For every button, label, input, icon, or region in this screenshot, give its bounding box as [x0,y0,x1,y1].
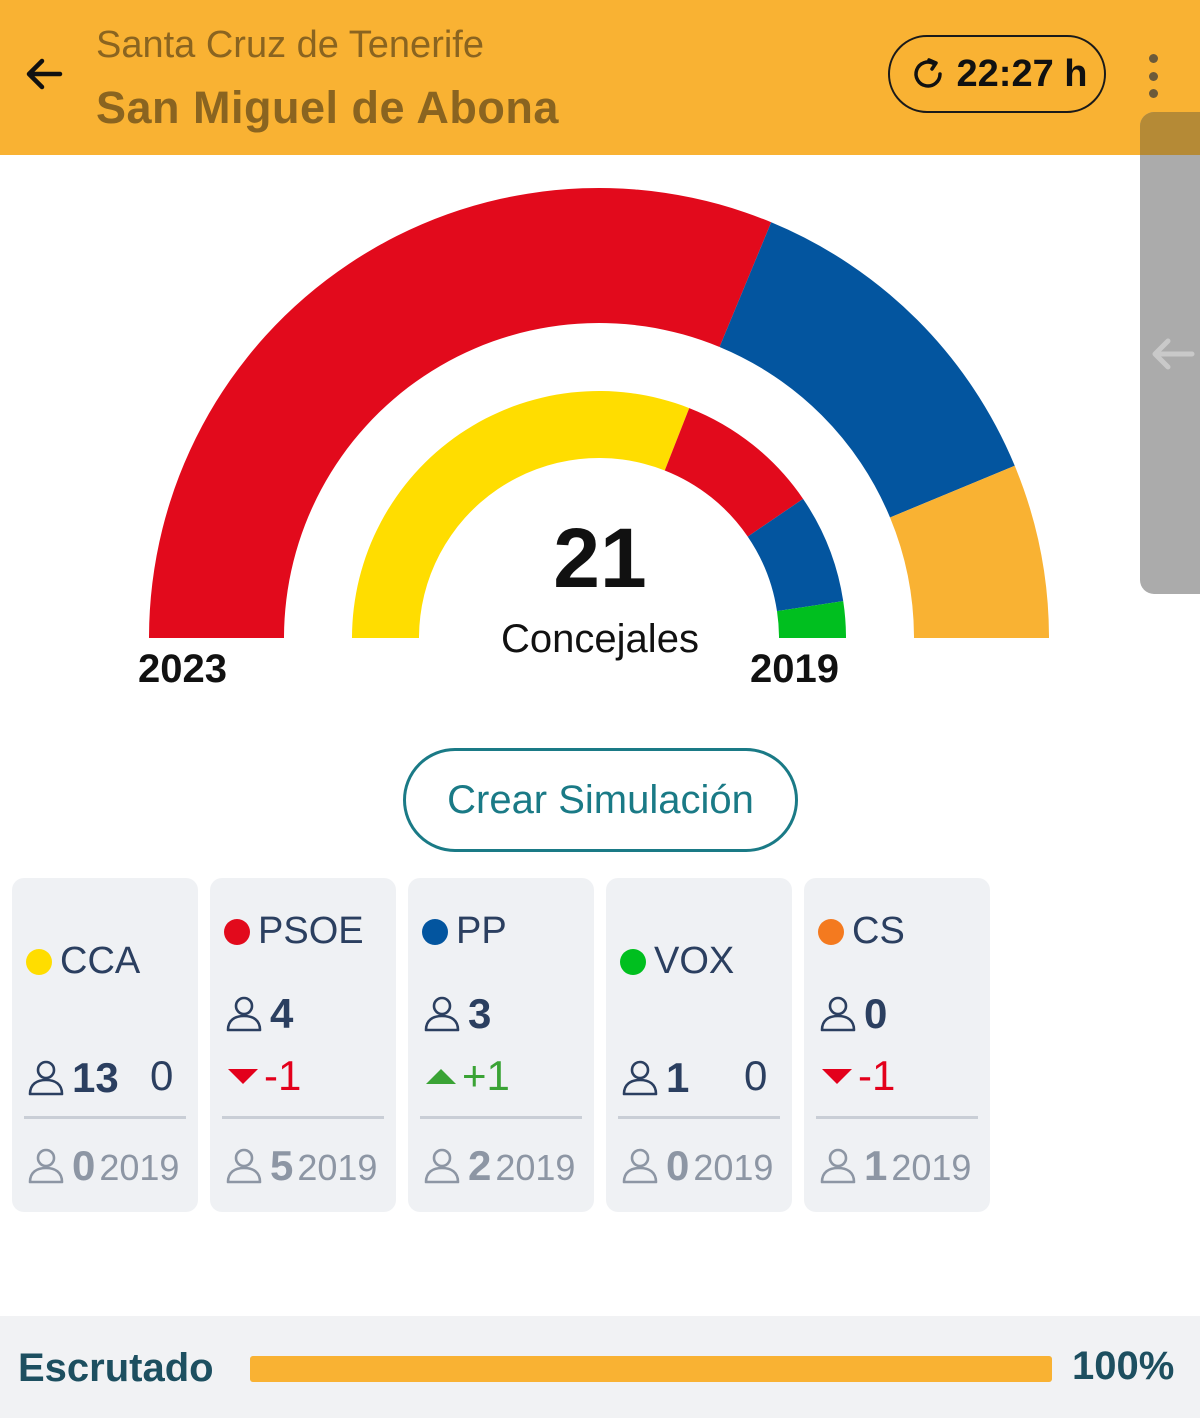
previous-seats: 1 2019 [818,1142,971,1190]
seat-change: 0 [150,1052,174,1099]
party-color-dot [818,918,844,945]
previous-seat-count: 1 [864,1142,888,1189]
seat-change: 0 [744,1052,768,1099]
total-seats: 21 [553,511,647,605]
party-name: VOX [620,940,734,983]
seat-change: +1 [426,1052,510,1100]
seat-count: 3 [468,990,492,1037]
seat-count: 13 [72,1054,119,1101]
hemicycle-slice-2019-vox [776,601,846,638]
person-icon [820,1148,856,1184]
seat-change: -1 [228,1052,301,1100]
person-icon [424,996,460,1032]
party-card-cca[interactable]: CCA 13 0 0 2019 [12,878,198,1212]
party-card-pp[interactable]: PP 3 +1 2 2019 [408,878,594,1212]
card-divider [618,1116,780,1119]
scrutiny-progress-bar [250,1356,1052,1382]
person-icon [226,996,262,1032]
person-icon [424,1148,460,1184]
current-seats: 1 [620,1054,689,1102]
scrutiny-percent: 100% [1072,1344,1175,1388]
current-seats: 0 [818,990,887,1038]
triangle-down-icon [822,1069,852,1084]
seat-count: 1 [666,1054,690,1101]
card-divider [420,1116,582,1119]
party-name: CCA [26,940,140,983]
party-color-dot [26,948,52,975]
party-name: PP [422,910,507,953]
outer-ring-year: 2023 [138,647,227,691]
previous-year: 2019 [99,1147,180,1188]
inner-ring-year: 2019 [750,647,839,691]
party-card-vox[interactable]: VOX 1 0 0 2019 [606,878,792,1212]
side-drawer-tab[interactable] [1140,112,1200,594]
current-seats: 13 [26,1054,119,1102]
refresh-button[interactable]: 22:27 h [888,35,1106,113]
card-divider [816,1116,978,1119]
scrutiny-progress-fill [250,1356,1052,1382]
province-name: Santa Cruz de Tenerife [96,24,484,66]
previous-seat-count: 2 [468,1142,492,1189]
party-card-cs[interactable]: CS 0 -1 1 2019 [804,878,990,1212]
seats-chart: 21 Concejales 2023 2019 [0,160,1200,720]
previous-seat-count: 0 [72,1142,96,1189]
triangle-up-icon [426,1069,456,1084]
previous-year: 2019 [297,1147,378,1188]
person-icon [28,1060,64,1096]
previous-seats: 0 2019 [26,1142,179,1190]
arrow-left-icon [26,58,63,90]
previous-seats: 0 2019 [620,1142,773,1190]
hemicycle-slice-2023-psoe [149,188,772,639]
refresh-time: 22:27 h [956,52,1088,95]
scrutiny-footer: Escrutado 100% [0,1316,1200,1418]
person-icon [622,1060,658,1096]
party-color-dot [620,948,646,975]
current-seats: 4 [224,990,293,1038]
previous-seat-count: 0 [666,1142,690,1189]
seat-change: -1 [822,1052,895,1100]
hemicycle-slice-2023-cs [890,465,1049,638]
refresh-icon [913,58,942,88]
previous-seats: 2 2019 [422,1142,575,1190]
card-divider [222,1116,384,1119]
previous-year: 2019 [495,1147,576,1188]
arrow-left-icon [1152,338,1195,370]
person-icon [820,996,856,1032]
party-color-dot [422,918,448,945]
hemicycle-slice-2019-pp [747,498,844,612]
previous-seats: 5 2019 [224,1142,377,1190]
card-divider [24,1116,186,1119]
more-options-icon[interactable] [1136,54,1170,98]
person-icon [622,1148,658,1184]
party-name: CS [818,910,905,953]
person-icon [28,1148,64,1184]
seat-count: 4 [270,990,294,1037]
municipality-name: San Miguel de Abona [96,82,559,133]
hemicycle-slice-2019-cca [352,391,690,638]
previous-year: 2019 [693,1147,774,1188]
party-color-dot [224,918,250,945]
seats-label: Concejales [501,617,699,661]
back-button[interactable] [20,50,68,98]
hemicycle-slice-2019-psoe [664,408,804,537]
seat-count: 0 [864,990,888,1037]
party-card-psoe[interactable]: PSOE 4 -1 5 2019 [210,878,396,1212]
previous-year: 2019 [891,1147,972,1188]
party-name: PSOE [224,910,364,953]
previous-seat-count: 5 [270,1142,294,1189]
hemicycle-slice-2023-pp [719,222,1015,518]
create-simulation-button[interactable]: Crear Simulación [403,748,798,852]
scrutiny-label: Escrutado [18,1346,214,1390]
triangle-down-icon [228,1069,258,1084]
current-seats: 3 [422,990,491,1038]
app-header: Santa Cruz de Tenerife San Miguel de Abo… [0,0,1200,155]
hemicycle-chart [149,188,1049,639]
person-icon [226,1148,262,1184]
